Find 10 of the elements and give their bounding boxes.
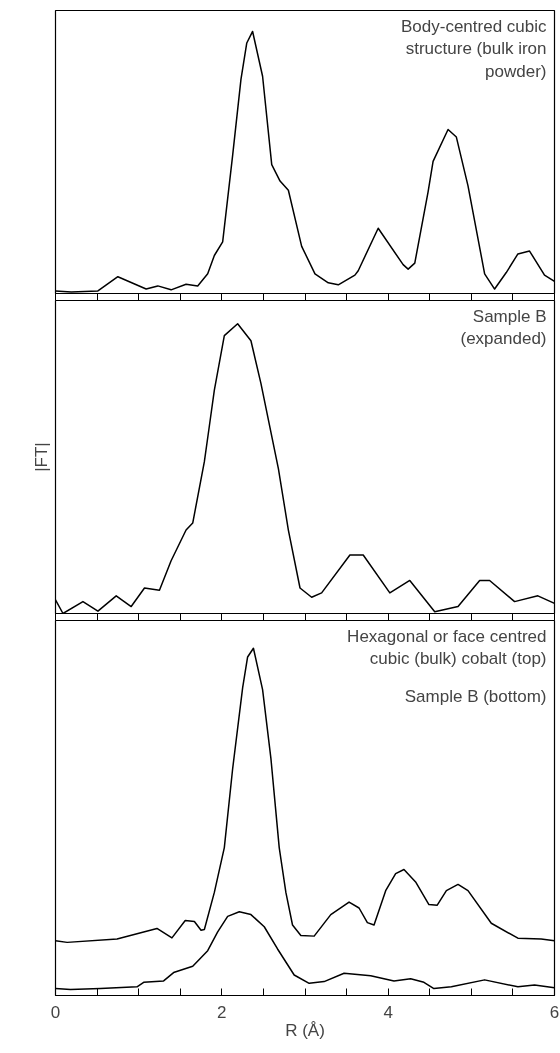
annotation: Body-centred cubic structure (bulk iron powder) xyxy=(400,16,547,82)
y-axis-title: |FT| xyxy=(31,442,51,472)
x-axis-title: R (Å) xyxy=(285,1020,325,1040)
x-tick-label: 6 xyxy=(549,1002,560,1022)
x-tick-label: 0 xyxy=(50,1002,61,1022)
x-tick-label: 2 xyxy=(217,1002,227,1022)
x-tick-label: 4 xyxy=(383,1002,393,1022)
annotation: Sample B (bottom) xyxy=(404,686,547,706)
annotation: Hexagonal or face centred cubic (bulk) cobalt (top) xyxy=(347,626,547,669)
annotation: Sample B (expanded) xyxy=(460,306,547,349)
